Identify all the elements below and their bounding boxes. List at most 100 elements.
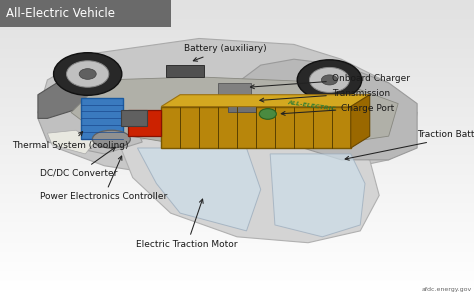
Bar	[0, 198, 474, 200]
Bar	[0, 179, 474, 181]
Bar	[0, 55, 474, 56]
Bar	[0, 210, 474, 212]
Text: All-Electric Vehicle: All-Electric Vehicle	[6, 7, 115, 20]
Bar	[0, 89, 474, 90]
Bar	[0, 189, 474, 191]
Bar	[0, 114, 474, 115]
Bar	[0, 249, 474, 250]
Bar	[0, 240, 474, 241]
Bar	[0, 195, 474, 197]
Bar	[0, 151, 474, 152]
Bar	[128, 110, 161, 136]
Bar	[0, 139, 474, 141]
Bar	[0, 59, 474, 61]
Bar	[0, 271, 474, 272]
Bar	[0, 289, 474, 290]
Bar	[0, 152, 474, 154]
Bar	[0, 99, 474, 101]
Bar	[0, 61, 474, 62]
Bar	[0, 80, 474, 81]
Bar	[0, 118, 474, 120]
Bar	[0, 222, 474, 223]
Bar	[0, 78, 474, 80]
Bar	[0, 212, 474, 213]
Bar	[0, 263, 474, 265]
Bar	[0, 56, 474, 58]
Bar	[0, 50, 474, 52]
Bar	[0, 12, 474, 13]
Bar	[0, 105, 474, 107]
Bar	[0, 124, 474, 126]
Bar	[0, 24, 474, 25]
Bar	[81, 98, 123, 139]
Bar	[0, 172, 474, 173]
Bar	[0, 19, 474, 21]
Bar	[0, 136, 474, 138]
Bar	[0, 163, 474, 164]
Polygon shape	[47, 130, 95, 154]
Bar	[0, 161, 474, 163]
Bar	[0, 121, 474, 123]
Bar	[0, 216, 474, 218]
Text: ALL-ELECTRIC: ALL-ELECTRIC	[287, 100, 336, 112]
Circle shape	[54, 53, 122, 95]
Bar	[161, 107, 351, 148]
Bar	[0, 207, 474, 209]
Polygon shape	[118, 136, 379, 243]
Bar	[0, 223, 474, 225]
Bar	[0, 147, 474, 148]
Bar	[0, 295, 474, 296]
Bar	[0, 65, 474, 67]
Polygon shape	[71, 77, 398, 148]
Text: Onboard Charger: Onboard Charger	[250, 74, 410, 89]
Bar	[0, 120, 474, 121]
Bar	[0, 256, 474, 258]
Circle shape	[321, 75, 337, 85]
Bar	[0, 255, 474, 256]
Bar	[0, 175, 474, 176]
Bar	[0, 284, 474, 286]
Bar	[0, 173, 474, 175]
Bar	[0, 184, 474, 185]
Bar	[0, 64, 474, 65]
Bar	[0, 250, 474, 252]
Bar	[218, 83, 251, 95]
Polygon shape	[270, 154, 365, 237]
Polygon shape	[38, 77, 95, 118]
Bar	[0, 278, 474, 280]
Bar	[0, 164, 474, 166]
Bar	[0, 286, 474, 287]
Bar	[0, 44, 474, 46]
Bar	[0, 18, 474, 19]
FancyBboxPatch shape	[0, 0, 171, 27]
Bar	[0, 142, 474, 144]
Text: Charge Port: Charge Port	[281, 104, 394, 115]
Bar	[0, 158, 474, 160]
Bar	[0, 194, 474, 195]
Bar	[0, 188, 474, 189]
Polygon shape	[351, 95, 370, 148]
Text: Electric Traction Motor: Electric Traction Motor	[137, 199, 238, 249]
Text: Transmission: Transmission	[260, 89, 390, 102]
Bar	[0, 107, 474, 108]
Bar	[0, 191, 474, 192]
Bar	[0, 259, 474, 260]
Bar	[0, 67, 474, 68]
Bar	[0, 31, 474, 33]
Bar	[0, 235, 474, 237]
Bar	[0, 228, 474, 229]
Bar	[0, 49, 474, 50]
Bar	[0, 204, 474, 206]
Bar	[0, 77, 474, 78]
Bar	[0, 145, 474, 147]
Bar	[0, 28, 474, 30]
Bar	[0, 129, 474, 130]
Bar	[0, 108, 474, 110]
Bar	[0, 185, 474, 186]
Bar	[0, 6, 474, 7]
Text: Battery (auxiliary): Battery (auxiliary)	[184, 44, 266, 61]
Bar	[0, 226, 474, 228]
Bar	[0, 43, 474, 44]
Bar	[0, 81, 474, 83]
Polygon shape	[161, 95, 370, 107]
